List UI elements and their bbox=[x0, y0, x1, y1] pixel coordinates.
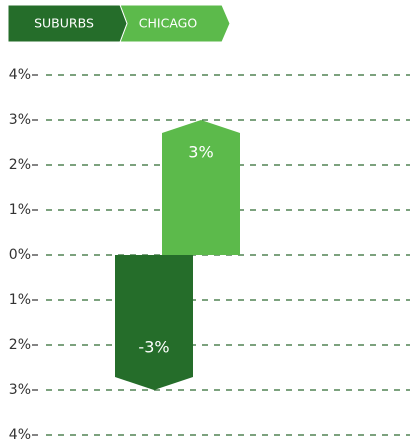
bar bbox=[115, 255, 193, 390]
y-tick-label: 2% bbox=[9, 157, 31, 173]
y-tick-label: 4% bbox=[9, 67, 31, 83]
y-tick-label: 1% bbox=[9, 292, 31, 308]
y-tick-label: 3% bbox=[9, 382, 31, 398]
legend-label: SUBURBS bbox=[34, 16, 94, 31]
value-label: -3% bbox=[138, 338, 169, 357]
y-tick-label: 3% bbox=[9, 112, 31, 128]
y-tick-label: 1% bbox=[9, 202, 31, 218]
legend-tab[interactable] bbox=[7, 4, 128, 43]
value-label: 3% bbox=[188, 143, 213, 162]
y-tick-label: 4% bbox=[9, 427, 31, 443]
y-tick-label: 0% bbox=[9, 247, 31, 263]
legend-label: CHICAGO bbox=[139, 16, 198, 31]
bar bbox=[162, 120, 240, 255]
y-tick-label: 2% bbox=[9, 337, 31, 353]
